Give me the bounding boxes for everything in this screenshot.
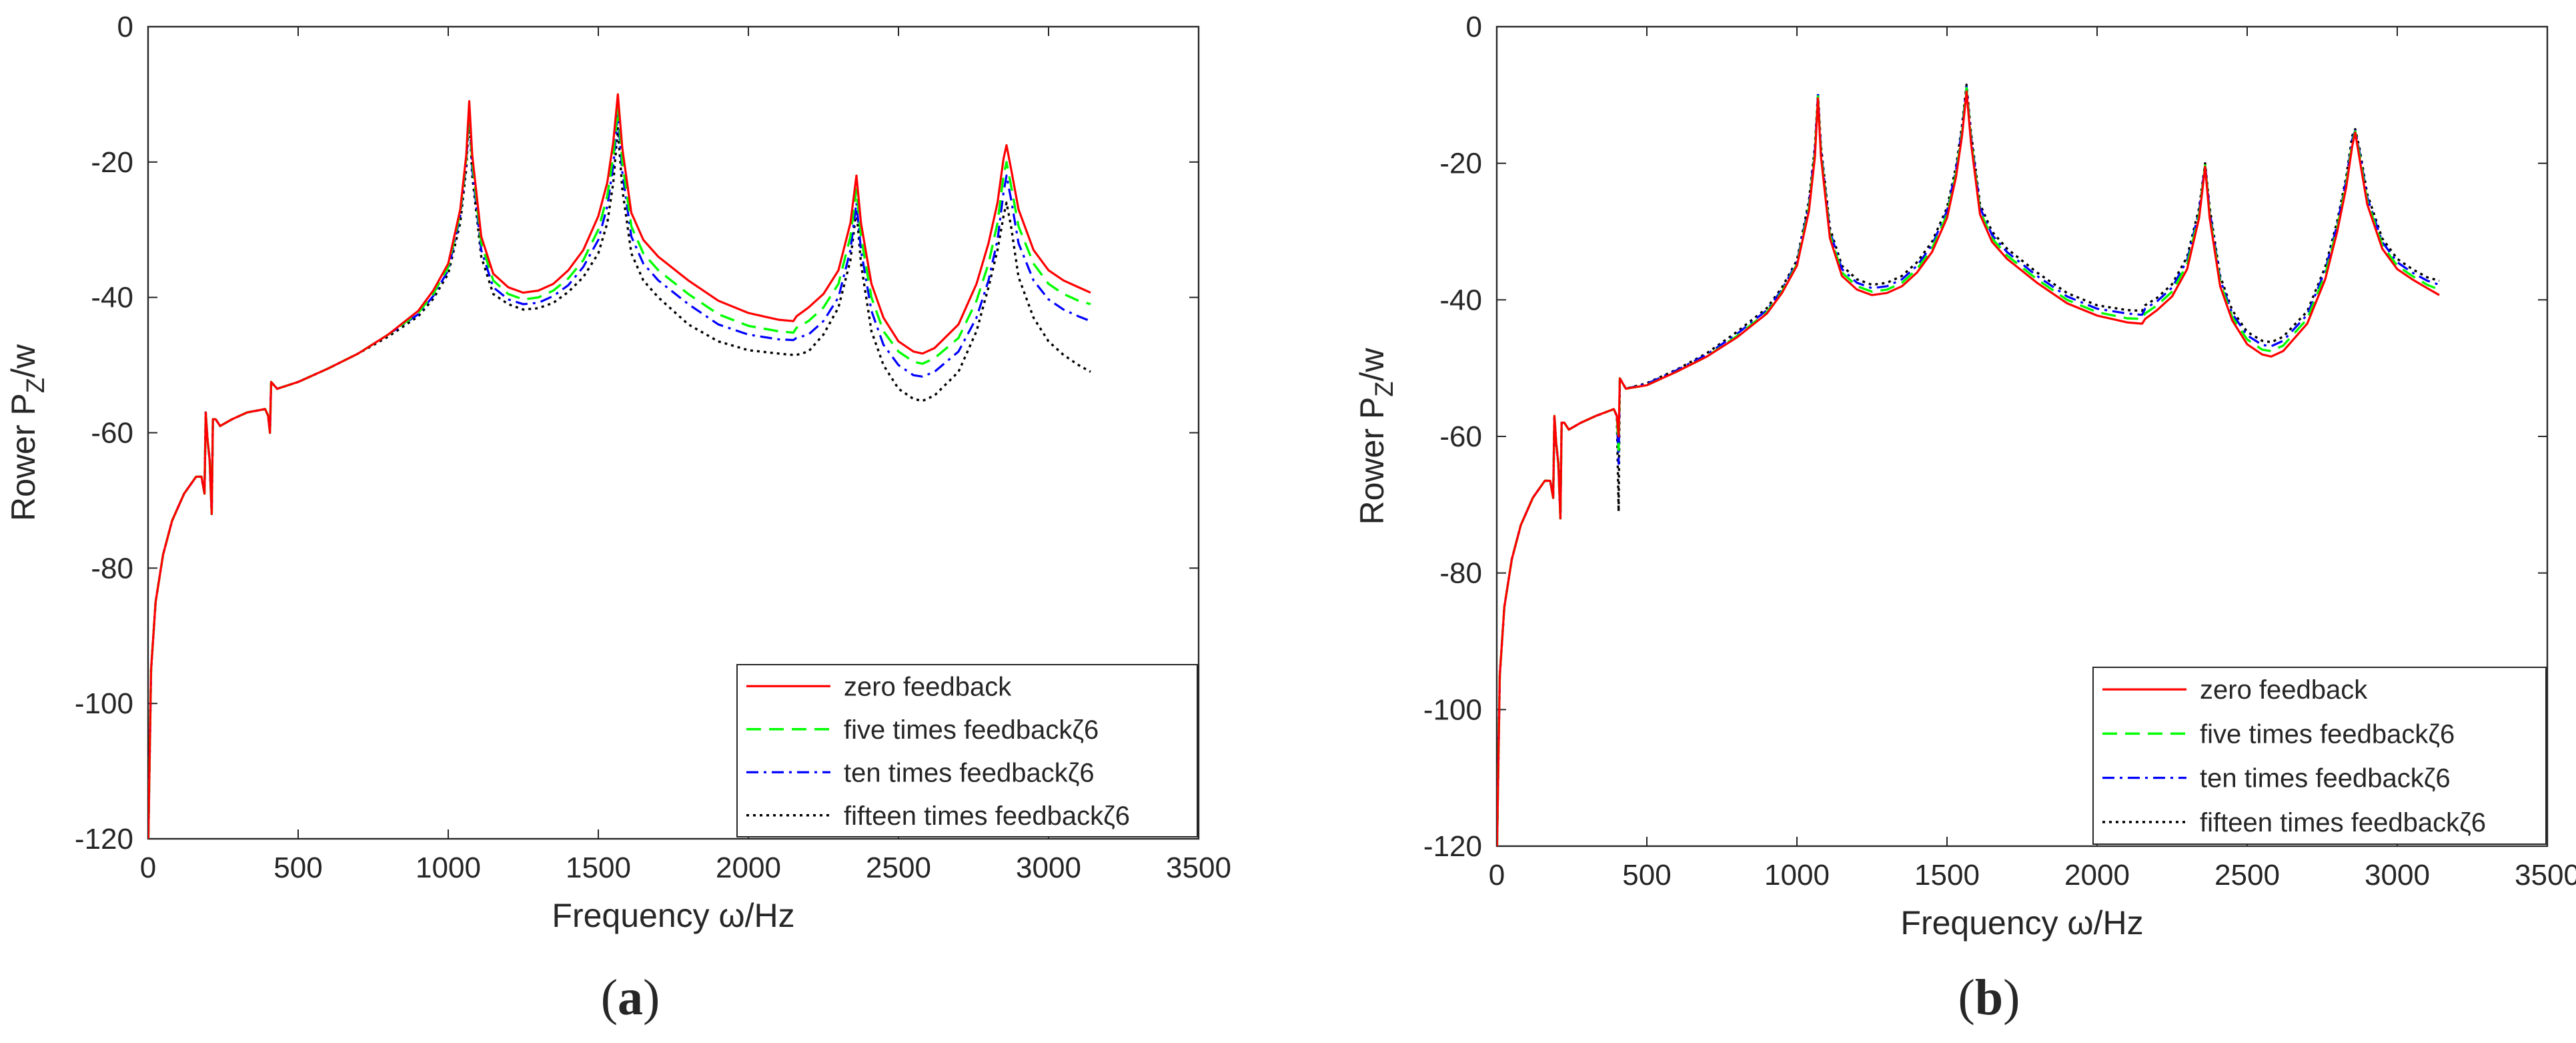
y-tick-label: -20 bbox=[1439, 147, 1482, 180]
legend-label: five times feedbackζ6 bbox=[844, 715, 1099, 745]
y-tick-label: -80 bbox=[1439, 557, 1482, 590]
x-tick-label: 1500 bbox=[1914, 859, 1980, 892]
y-axis-label-sub: Z bbox=[1371, 382, 1399, 397]
y-tick-label: -60 bbox=[91, 417, 133, 450]
y-tick-label: -100 bbox=[1423, 693, 1482, 726]
series-line-fifteen bbox=[1497, 83, 2440, 846]
legend-label: zero feedback bbox=[844, 672, 1012, 701]
x-tick-label: 3500 bbox=[2515, 859, 2576, 892]
x-tick-label: 0 bbox=[140, 851, 156, 884]
x-tick-label: 2000 bbox=[2064, 859, 2130, 892]
series-line-ten bbox=[148, 110, 1091, 839]
series-line-five bbox=[1497, 87, 2440, 846]
legend-label: ten times feedbackζ6 bbox=[844, 758, 1095, 787]
panel-a: 0 500 1000 1500 2000 2500 3000 3500 0 -20 -40 -60 -8… bbox=[5, 11, 1231, 934]
panel-b-label: (b) bbox=[1958, 970, 2020, 1026]
x-tick-label: 2000 bbox=[716, 851, 781, 884]
y-tick-label: -60 bbox=[1439, 420, 1482, 453]
x-axis-label: Frequency ω/Hz bbox=[1900, 904, 2143, 942]
legend-box bbox=[736, 664, 1198, 837]
legend-label: five times feedbackζ6 bbox=[2200, 719, 2455, 749]
panel-b: 0 500 1000 1500 2000 2500 3000 3500 0 -20 -40 -60 -8… bbox=[1353, 11, 2576, 942]
y-axis-label-sub: Z bbox=[22, 378, 50, 393]
panel-a-label: (a) bbox=[601, 970, 660, 1026]
legend-label: ten times feedbackζ6 bbox=[2200, 764, 2451, 793]
x-tick-label: 3000 bbox=[2365, 859, 2430, 892]
legend: zero feedback five times feedbackζ6 ten ti… bbox=[736, 664, 1198, 837]
x-tick-label: 1500 bbox=[566, 851, 631, 884]
y-tick-label: 0 bbox=[117, 11, 133, 43]
legend-label: fifteen times feedbackζ6 bbox=[844, 801, 1130, 831]
x-tick-label: 3000 bbox=[1016, 851, 1081, 884]
y-tick-label: -80 bbox=[91, 552, 133, 585]
legend: zero feedback five times feedbackζ6 ten ti… bbox=[2092, 667, 2547, 845]
y-axis-label: Rower PZ/w bbox=[1353, 348, 1399, 525]
x-axis-label: Frequency ω/Hz bbox=[552, 897, 794, 934]
y-tick-label: -120 bbox=[75, 823, 133, 855]
legend-box bbox=[2092, 667, 2547, 845]
x-tick-label: 1000 bbox=[1764, 859, 1830, 892]
legend-label: zero feedback bbox=[2200, 675, 2368, 705]
series-line-zero bbox=[148, 93, 1091, 839]
x-tick-label: 500 bbox=[1622, 859, 1671, 892]
x-tick-label: 0 bbox=[1489, 859, 1505, 892]
y-axis-label: Rower PZ/w bbox=[5, 344, 50, 521]
y-axis-label-tail: /w bbox=[5, 344, 42, 378]
y-axis-label-main: Rower P bbox=[5, 393, 42, 521]
y-tick-label: -100 bbox=[75, 687, 133, 720]
y-tick-label: -120 bbox=[1423, 830, 1482, 863]
series-line-zero bbox=[1497, 90, 2440, 846]
x-tick-label: 500 bbox=[273, 851, 322, 884]
x-tick-label: 1000 bbox=[416, 851, 481, 884]
x-tick-label: 2500 bbox=[866, 851, 931, 884]
y-axis-label-main: Rower P bbox=[1353, 397, 1391, 525]
legend-label: fifteen times feedbackζ6 bbox=[2200, 808, 2486, 837]
x-tick-label: 3500 bbox=[1166, 851, 1231, 884]
series-line-fifteen bbox=[148, 113, 1091, 839]
y-tick-label: -20 bbox=[91, 146, 133, 179]
x-tick-label: 2500 bbox=[2214, 859, 2280, 892]
y-tick-label: -40 bbox=[1439, 284, 1482, 316]
y-tick-label: 0 bbox=[1466, 11, 1482, 43]
y-axis-label-tail: /w bbox=[1353, 348, 1391, 382]
y-tick-label: -40 bbox=[91, 282, 133, 314]
